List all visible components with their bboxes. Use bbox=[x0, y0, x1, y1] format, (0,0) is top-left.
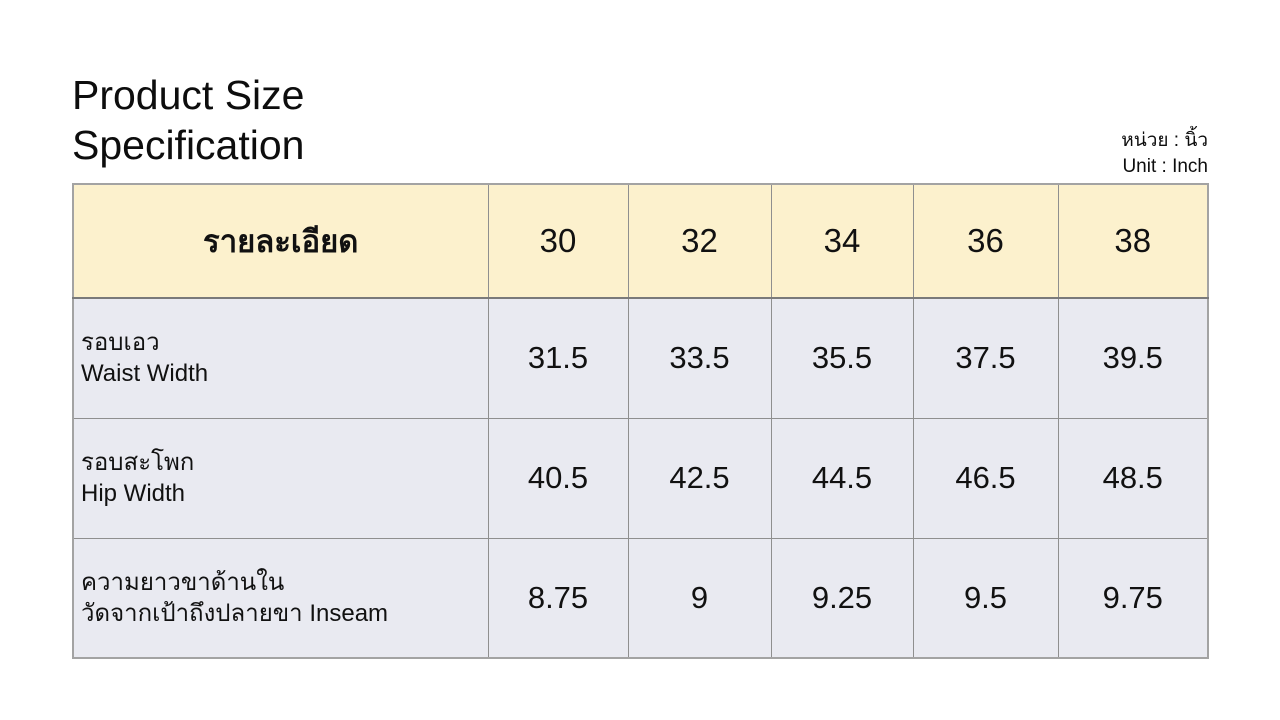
table-row-waist-width: รอบเอว Waist Width 31.5 33.5 35.5 37.5 39… bbox=[72, 297, 1209, 419]
cell-inseam-36: 9.5 bbox=[912, 537, 1059, 659]
row-label-waist-width: รอบเอว Waist Width bbox=[72, 297, 489, 419]
cell-waist-32: 33.5 bbox=[627, 297, 772, 419]
row-label-waist-width-th: รอบเอว bbox=[81, 329, 160, 357]
header-details: รายละเอียด bbox=[72, 183, 489, 299]
title-line-1: Product Size bbox=[72, 72, 305, 118]
row-label-hip-width-en: Hip Width bbox=[81, 480, 186, 507]
row-label-waist-width-en: Waist Width bbox=[81, 360, 209, 388]
cell-inseam-38: 9.75 bbox=[1057, 537, 1209, 659]
unit-note-english: Unit : Inch bbox=[1122, 155, 1208, 177]
cell-inseam-32: 9 bbox=[627, 537, 772, 659]
cell-hip-32: 42.5 bbox=[627, 417, 772, 539]
cell-inseam-34: 9.25 bbox=[770, 537, 914, 659]
page-title: Product Size Specification bbox=[72, 70, 304, 170]
header-size-34: 34 bbox=[770, 183, 914, 299]
cell-waist-36: 37.5 bbox=[912, 297, 1059, 419]
row-label-inseam-th: ความยาวขาด้านใน bbox=[81, 568, 285, 596]
cell-waist-38: 39.5 bbox=[1057, 297, 1209, 419]
size-specification-table: รายละเอียด 30 32 34 36 38 รอบเอว Waist Wi… bbox=[72, 183, 1209, 659]
row-label-inseam-en: วัดจากเป้าถึงปลายขา Inseam bbox=[81, 599, 389, 627]
header-size-30: 30 bbox=[487, 183, 629, 299]
cell-hip-30: 40.5 bbox=[487, 417, 629, 539]
cell-inseam-30: 8.75 bbox=[487, 537, 629, 659]
row-label-hip-width-th: รอบสะโพก bbox=[81, 448, 195, 476]
row-label-inseam: ความยาวขาด้านในวัดจากเป้าถึงปลายขา Insea… bbox=[72, 537, 489, 659]
cell-waist-30: 31.5 bbox=[487, 297, 629, 419]
header-size-32: 32 bbox=[627, 183, 772, 299]
unit-note-thai: หน่วย : นิ้ว bbox=[1121, 130, 1208, 151]
cell-hip-36: 46.5 bbox=[912, 417, 1059, 539]
table-row-hip-width: รอบสะโพก Hip Width 40.5 42.5 44.5 46.5 48… bbox=[72, 417, 1209, 539]
cell-hip-34: 44.5 bbox=[770, 417, 914, 539]
unit-note: หน่วย : นิ้ว Unit : Inch bbox=[1121, 128, 1208, 179]
table-row-inseam: ความยาวขาด้านในวัดจากเป้าถึงปลายขา Insea… bbox=[72, 537, 1209, 659]
row-label-hip-width: รอบสะโพก Hip Width bbox=[72, 417, 489, 539]
header-size-38: 38 bbox=[1057, 183, 1209, 299]
title-line-2: Specification bbox=[72, 122, 305, 169]
header-size-36: 36 bbox=[912, 183, 1059, 299]
cell-hip-38: 48.5 bbox=[1057, 417, 1209, 539]
cell-waist-34: 35.5 bbox=[770, 297, 914, 419]
table-header-row: รายละเอียด 30 32 34 36 38 bbox=[72, 183, 1209, 299]
